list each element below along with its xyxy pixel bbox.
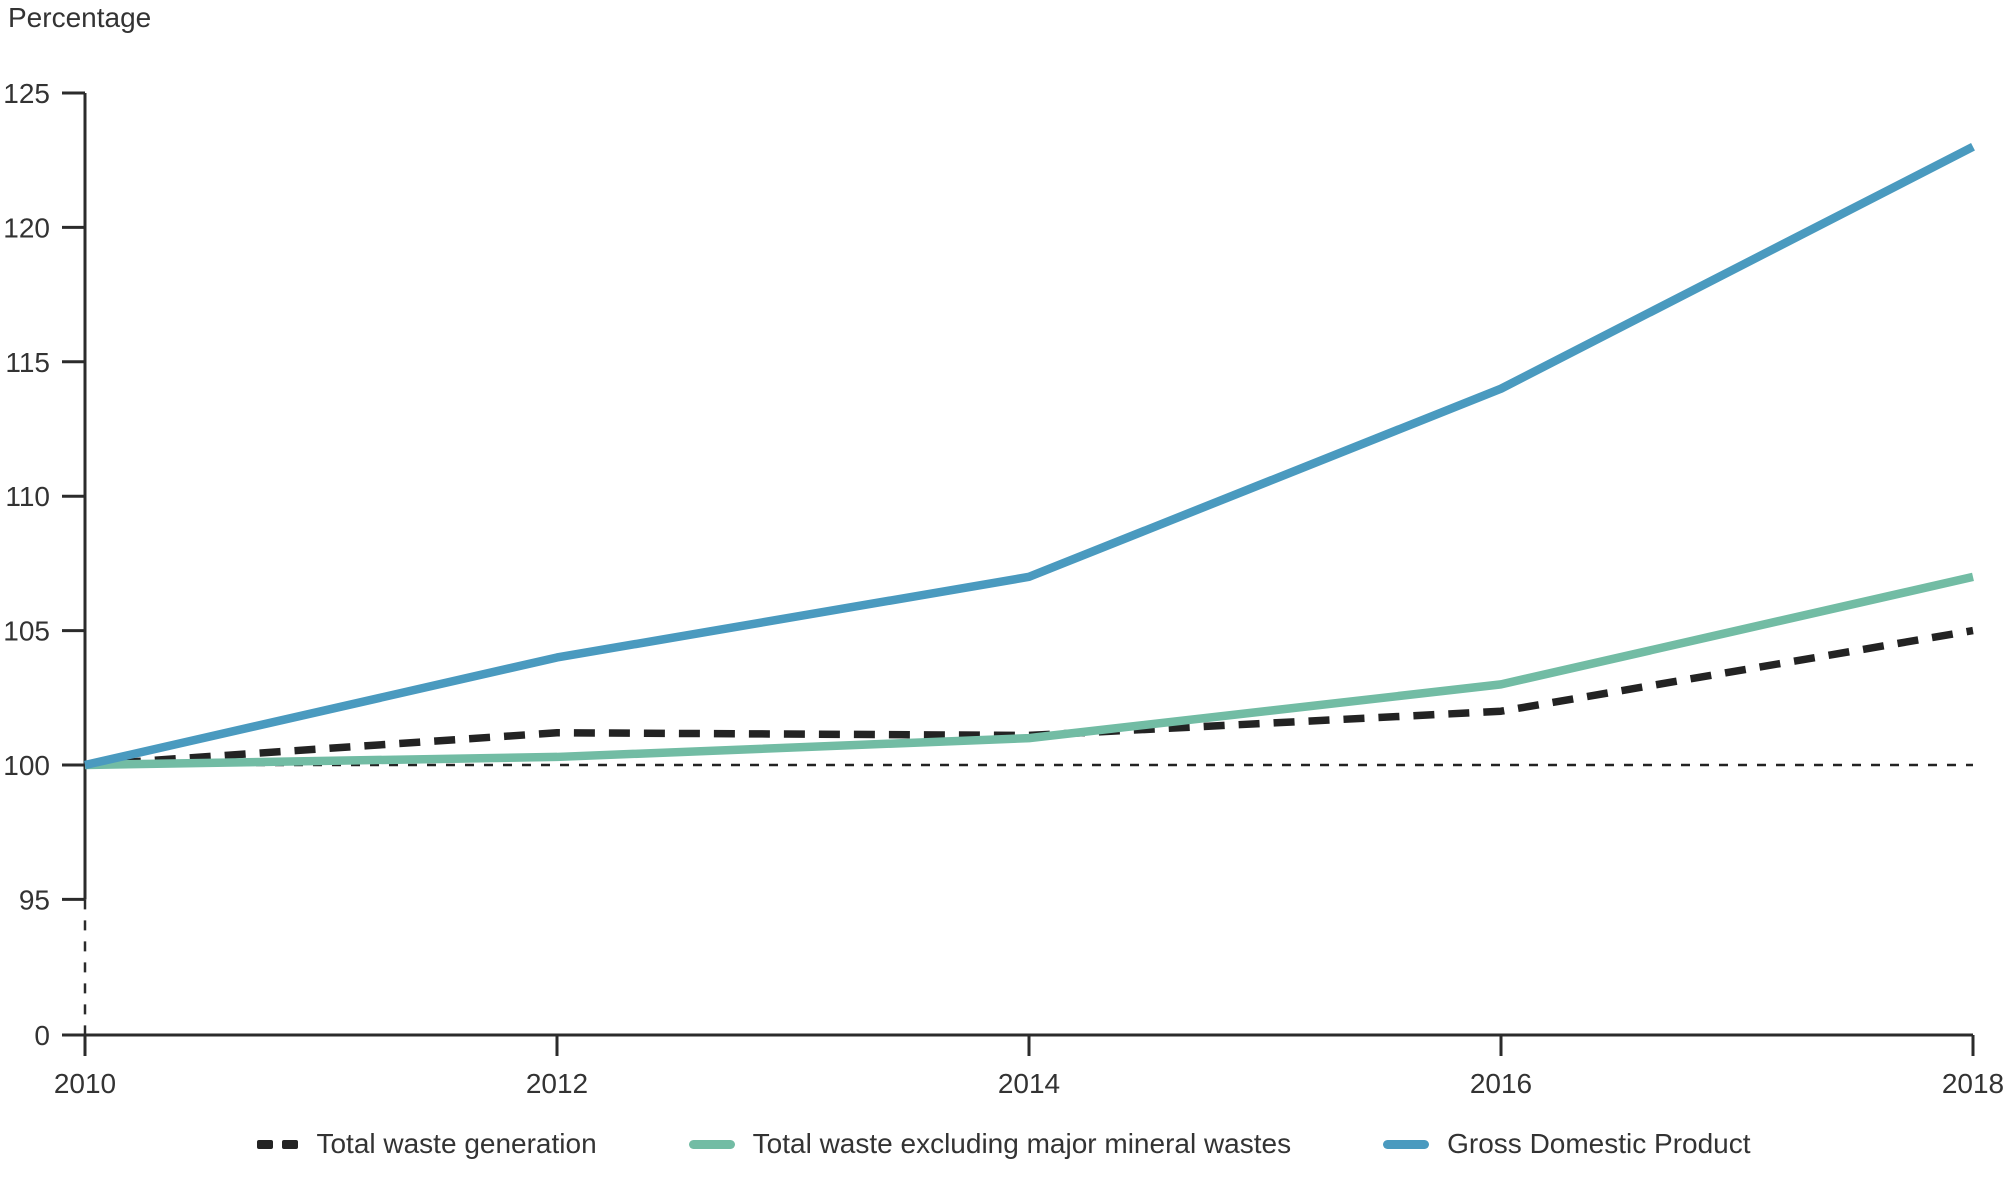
dashed-line-swatch-icon: [257, 1139, 299, 1149]
y-tick-label: 115: [5, 347, 50, 378]
legend-item-total-waste-generation: Total waste generation: [257, 1128, 597, 1160]
x-tick-label: 2012: [526, 1068, 588, 1099]
y-tick-label: 100: [3, 750, 50, 781]
x-tick-label: 2014: [998, 1068, 1060, 1099]
legend-item-gross-domestic-product: Gross Domestic Product: [1383, 1128, 1751, 1160]
legend: Total waste generation Total waste exclu…: [0, 1128, 2008, 1160]
series-line-1: [84, 572, 1974, 770]
y-tick-label: 105: [3, 616, 50, 647]
y-tick-label: 95: [19, 884, 50, 915]
legend-label-waste-excluding-minerals: Total waste excluding major mineral wast…: [752, 1128, 1292, 1159]
x-tick-label: 2016: [1470, 1068, 1532, 1099]
legend-label-gross-domestic-product: Gross Domestic Product: [1447, 1128, 1751, 1159]
chart-canvas: 0 95 100 105 110 115 120 125 2010 2012 2014 2016 201…: [3, 78, 2004, 1099]
y-axis-title: Percentage: [8, 2, 152, 33]
legend-item-waste-excluding-minerals: Total waste excluding major mineral wast…: [688, 1128, 1292, 1160]
series-line-2: [84, 142, 1975, 770]
y-tick-label: 125: [3, 78, 50, 109]
x-tick-label: 2010: [54, 1068, 116, 1099]
legend-label-total-waste-generation: Total waste generation: [316, 1128, 597, 1159]
x-tick-label: 2018: [1942, 1068, 2004, 1099]
blue-line-swatch-icon: [1383, 1139, 1430, 1149]
y-tick-label: 120: [3, 212, 50, 243]
teal-line-swatch-icon: [688, 1139, 735, 1149]
y-tick-label: 110: [5, 481, 50, 512]
y-tick-label: 0: [34, 1020, 50, 1051]
